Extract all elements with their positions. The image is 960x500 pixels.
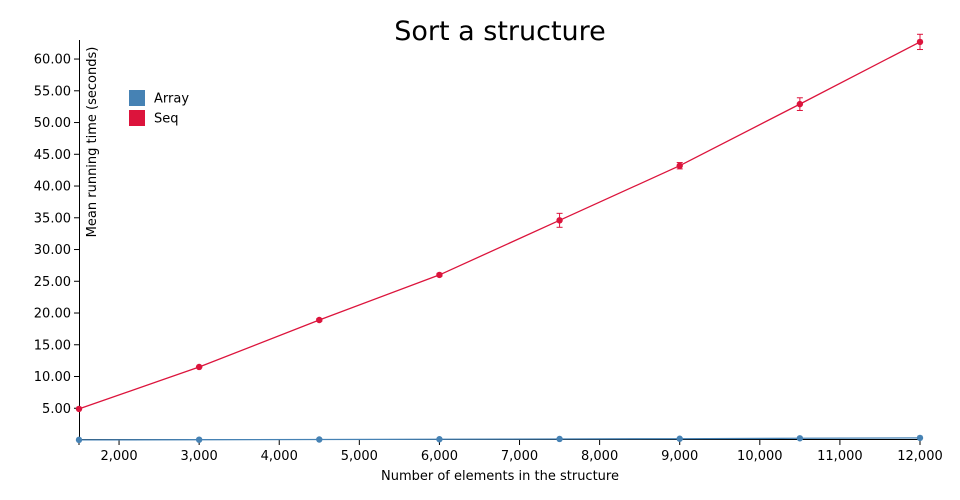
y-tick-label: 55.00 bbox=[34, 84, 71, 99]
data-point bbox=[436, 271, 443, 279]
series-line-seq bbox=[78, 41, 921, 410]
x-tick-label: 8,000 bbox=[581, 449, 618, 464]
legend-swatch-array bbox=[129, 90, 145, 106]
legend-label-array: Array bbox=[154, 92, 189, 107]
data-point bbox=[316, 316, 323, 324]
x-tick-label: 4,000 bbox=[261, 449, 298, 464]
data-point bbox=[195, 436, 203, 443]
y-tick-label: 10.00 bbox=[34, 370, 71, 385]
series-layer bbox=[75, 33, 924, 444]
y-tick-label: 25.00 bbox=[34, 275, 71, 290]
data-point bbox=[916, 38, 924, 46]
data-point bbox=[676, 162, 683, 169]
data-point bbox=[195, 363, 203, 371]
data-point bbox=[75, 405, 83, 413]
y-tick-label: 40.00 bbox=[34, 180, 71, 195]
y-tick-label: 35.00 bbox=[34, 211, 71, 226]
data-point bbox=[316, 436, 323, 443]
data-point bbox=[796, 100, 804, 108]
x-tick-label: 7,000 bbox=[501, 449, 538, 464]
x-tick-label: 11,000 bbox=[817, 449, 863, 464]
chart-title: Sort a structure bbox=[394, 16, 606, 47]
y-tick-label: 45.00 bbox=[34, 148, 71, 163]
data-point bbox=[436, 436, 443, 443]
y-ticks: 5.00 10.00 15.00 20.00 25.00 30.00 35.00 40.00 4… bbox=[34, 53, 79, 417]
x-tick-label: 10,000 bbox=[737, 449, 783, 464]
axes bbox=[79, 40, 920, 440]
y-tick-label: 5.00 bbox=[42, 402, 71, 417]
y-tick-label: 20.00 bbox=[34, 307, 71, 322]
y-tick-label: 50.00 bbox=[34, 116, 71, 131]
legend-label-seq: Seq bbox=[154, 112, 179, 127]
x-ticks: 2,000 3,000 4,000 5,000 6,000 7,000 8,000 9,000… bbox=[78, 440, 943, 464]
series-seq bbox=[75, 33, 924, 413]
x-tick-label: 6,000 bbox=[421, 449, 458, 464]
x-tick-label: 3,000 bbox=[181, 449, 218, 464]
series-array bbox=[75, 434, 924, 444]
data-point bbox=[556, 435, 563, 443]
x-axis-label: Number of elements in the structure bbox=[381, 469, 619, 484]
data-point bbox=[796, 435, 804, 442]
data-point bbox=[916, 434, 924, 442]
y-axis-label: Mean running time (seconds) bbox=[85, 47, 100, 238]
x-tick-label: 12,000 bbox=[897, 449, 943, 464]
legend-swatch-seq bbox=[129, 110, 145, 126]
y-tick-label: 60.00 bbox=[34, 53, 71, 68]
x-tick-label: 9,000 bbox=[661, 449, 698, 464]
data-point bbox=[676, 435, 683, 442]
legend: Array Seq bbox=[129, 90, 189, 127]
y-tick-label: 15.00 bbox=[34, 338, 71, 353]
series-line-array bbox=[78, 437, 921, 441]
data-point bbox=[556, 217, 563, 224]
y-tick-label: 30.00 bbox=[34, 243, 71, 258]
x-tick-label: 2,000 bbox=[100, 449, 137, 464]
x-tick-label: 5,000 bbox=[341, 449, 378, 464]
data-point bbox=[75, 436, 83, 444]
